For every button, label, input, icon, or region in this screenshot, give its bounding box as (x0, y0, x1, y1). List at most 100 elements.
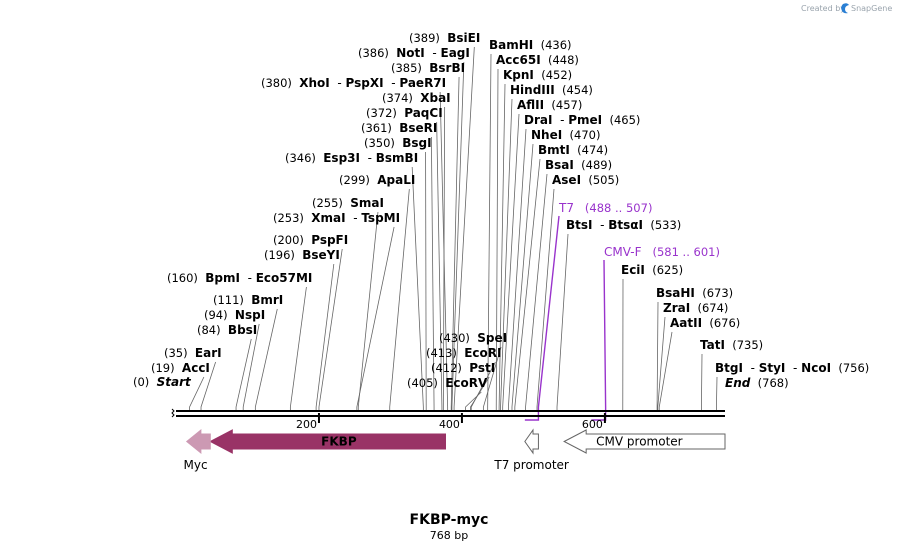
site-position: (389) (409, 31, 447, 45)
site-bsai[interactable]: BsaI (489) (545, 158, 612, 172)
site-name: Acc65I (496, 53, 541, 67)
feature-fkbp[interactable]: FKBP (209, 429, 446, 454)
site-name: XhoI (299, 76, 330, 90)
site-bsrbi[interactable]: (385) BsrBI (391, 61, 465, 75)
site-bamhi[interactable]: BamHI (436) (489, 38, 572, 52)
site-bseyi[interactable]: (196) BseYI (264, 248, 340, 262)
site-bbsi[interactable]: (84) BbsI (197, 323, 257, 337)
feature-myc[interactable]: Myc (183, 428, 211, 472)
site-xhoi[interactable]: (380) XhoI - PspXI - PaeR7I (261, 76, 446, 90)
site-leader (425, 151, 427, 411)
site-name: BtsI (566, 218, 593, 232)
site-nspi[interactable]: (94) NspI (204, 308, 265, 322)
site-end[interactable]: End (768) (725, 376, 789, 390)
site-position: (489) (574, 158, 612, 172)
site-leader (357, 211, 379, 411)
site-hindiii[interactable]: HindIII (454) (510, 83, 593, 97)
site-pspfi[interactable]: (200) PspFI (273, 233, 348, 247)
site-eari[interactable]: (35) EarI (164, 346, 222, 360)
primer-name: T7 (558, 201, 574, 215)
site-asei[interactable]: AseI (505) (552, 173, 619, 187)
site-start[interactable]: (0) Start (133, 375, 192, 389)
site-kpni[interactable]: KpnI (452) (503, 68, 572, 82)
site-spei[interactable]: (430) SpeI (439, 331, 507, 345)
site-btgi[interactable]: BtgI - StyI - NcoI (756) (715, 361, 869, 375)
site-leader (436, 121, 443, 411)
site-name: PspFI (311, 233, 348, 247)
site-leader (289, 286, 307, 411)
site-zrai[interactable]: ZraI (674) (663, 301, 728, 315)
site-bpmi[interactable]: (160) BpmI - Eco57MI (167, 271, 312, 285)
feature-arrow (209, 429, 446, 454)
site-bsahi[interactable]: BsaHI (673) (656, 286, 733, 300)
feature-cmv-promoter[interactable]: CMV promoter (563, 429, 726, 454)
site-position: (255) (312, 196, 350, 210)
feature-t7-promoter[interactable]: T7 promoter (493, 428, 569, 472)
site-psti[interactable]: (412) PstI (431, 361, 495, 375)
site-noti[interactable]: (386) NotI - EagI (358, 46, 470, 60)
primer-binding-line (591, 259, 607, 421)
site-leader (656, 301, 659, 411)
site-name-separator: - (593, 218, 609, 232)
site-ecorv[interactable]: (405) EcoRV (407, 376, 488, 390)
site-aatii[interactable]: AatII (676) (670, 316, 740, 330)
site-esp3i[interactable]: (346) Esp3I - BsmBI (285, 151, 418, 165)
site-leader-lines (189, 46, 718, 411)
site-position: (374) (382, 91, 420, 105)
site-xbai[interactable]: (374) XbaI (382, 91, 451, 105)
site-leader (470, 376, 490, 411)
site-position: (756) (831, 361, 869, 375)
snapgene-logo-icon (841, 3, 849, 14)
site-aflii[interactable]: AflII (457) (517, 98, 582, 112)
site-label-bmti: BmtI (474) (538, 143, 608, 157)
site-acci[interactable]: (19) AccI (151, 361, 210, 375)
site-ecori[interactable]: (413) EcoRI (426, 346, 502, 360)
site-bseri[interactable]: (361) BseRI (361, 121, 437, 135)
primer-cmv-f[interactable]: CMV-F (581 .. 601) (591, 245, 720, 421)
site-smai[interactable]: (255) SmaI (312, 196, 384, 210)
site-btsi[interactable]: BtsI - BtsαI (533) (566, 218, 681, 232)
site-ecii[interactable]: EciI (625) (621, 263, 683, 277)
site-label-hindiii: HindIII (454) (510, 83, 593, 97)
site-position: (533) (643, 218, 681, 232)
site-nhei[interactable]: NheI (470) (531, 128, 600, 142)
site-acc65i[interactable]: Acc65I (448) (496, 53, 579, 67)
site-name: EcoRV (445, 376, 488, 390)
site-label-nspi: (94) NspI (204, 308, 265, 322)
backbone: 200 400 600 (171, 408, 725, 431)
site-name: XbaI (420, 91, 450, 105)
site-name: AatII (670, 316, 702, 330)
site-name: BseRI (399, 121, 437, 135)
site-leader (487, 53, 492, 411)
primer-t7[interactable]: T7 (488 .. 507) (524, 201, 653, 421)
site-leader (242, 323, 260, 411)
site-bmti[interactable]: BmtI (474) (538, 143, 608, 157)
site-position: (676) (702, 316, 740, 330)
site-leader (500, 98, 513, 411)
site-name: Eco57MI (256, 271, 313, 285)
site-tati[interactable]: TatI (735) (700, 338, 763, 352)
site-bsiei[interactable]: (389) BsiEI (409, 31, 480, 45)
site-position: (94) (204, 308, 235, 322)
site-position: (19) (151, 361, 182, 375)
site-apali[interactable]: (299) ApaLI (339, 173, 415, 187)
site-paqci[interactable]: (372) PaqCI (366, 106, 443, 120)
ruler-tick-label: 600 (582, 418, 603, 431)
site-label-psti: (412) PstI (431, 361, 495, 375)
site-position: (111) (213, 293, 251, 307)
site-label-paqci: (372) PaqCI (366, 106, 443, 120)
site-bsgi[interactable]: (350) BsgI (364, 136, 432, 150)
site-label-aflii: AflII (457) (517, 98, 582, 112)
primer-label: T7 (488 .. 507) (558, 201, 652, 215)
site-name: AseI (552, 173, 581, 187)
watermark-created-by: Created by (801, 4, 845, 13)
site-bmri[interactable]: (111) BmrI (213, 293, 283, 307)
site-position: (457) (544, 98, 582, 112)
site-xmai[interactable]: (253) XmaI - TspMI (273, 211, 400, 225)
site-position: (436) (533, 38, 571, 52)
site-drai[interactable]: DraI - PmeI (465) (524, 113, 640, 127)
site-name-separator: - (552, 113, 568, 127)
site-leader (536, 188, 555, 411)
site-leader (556, 233, 569, 411)
primer-binding-line (524, 215, 560, 421)
